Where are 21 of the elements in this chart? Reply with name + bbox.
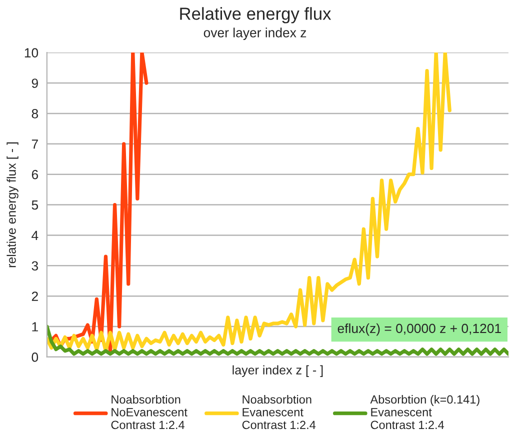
y-tick-label: 4 — [32, 230, 38, 240]
y-axis-title: relative energy flux [ - ] — [6, 142, 18, 268]
y-tick-label: 3 — [32, 261, 38, 271]
y-tick-label: 8 — [32, 109, 38, 118]
y-tick-label: 1 — [32, 322, 38, 332]
chart-subtitle: over layer index z — [204, 28, 306, 40]
line-series — [46, 52, 452, 353]
legend-label: Noabsorbtion Evanescent Contrast 1:2.4 — [242, 394, 316, 430]
legend-label: Noabsorbtion NoEvanescent Contrast 1:2.4 — [111, 394, 188, 430]
y-tick-label: 6 — [32, 170, 38, 180]
legend-label: Absorbtion (k=0.141) Evanescent Contrast 1:2.4 — [370, 394, 480, 430]
y-tick-label: 7 — [32, 140, 38, 149]
y-tick-label: 2 — [32, 292, 38, 301]
chart-title: Relative energy flux — [180, 7, 332, 24]
y-tick-label: 10 — [24, 48, 38, 58]
line-series — [50, 52, 148, 354]
y-tick-label: 5 — [32, 200, 38, 210]
annotation: eflux(z) = 0,0000 z + 0,1201 — [338, 323, 501, 336]
y-tick-label: 9 — [32, 78, 38, 88]
x-axis-title: layer index z [ - ] — [232, 365, 323, 377]
y-tick-label: 0 — [32, 352, 38, 362]
